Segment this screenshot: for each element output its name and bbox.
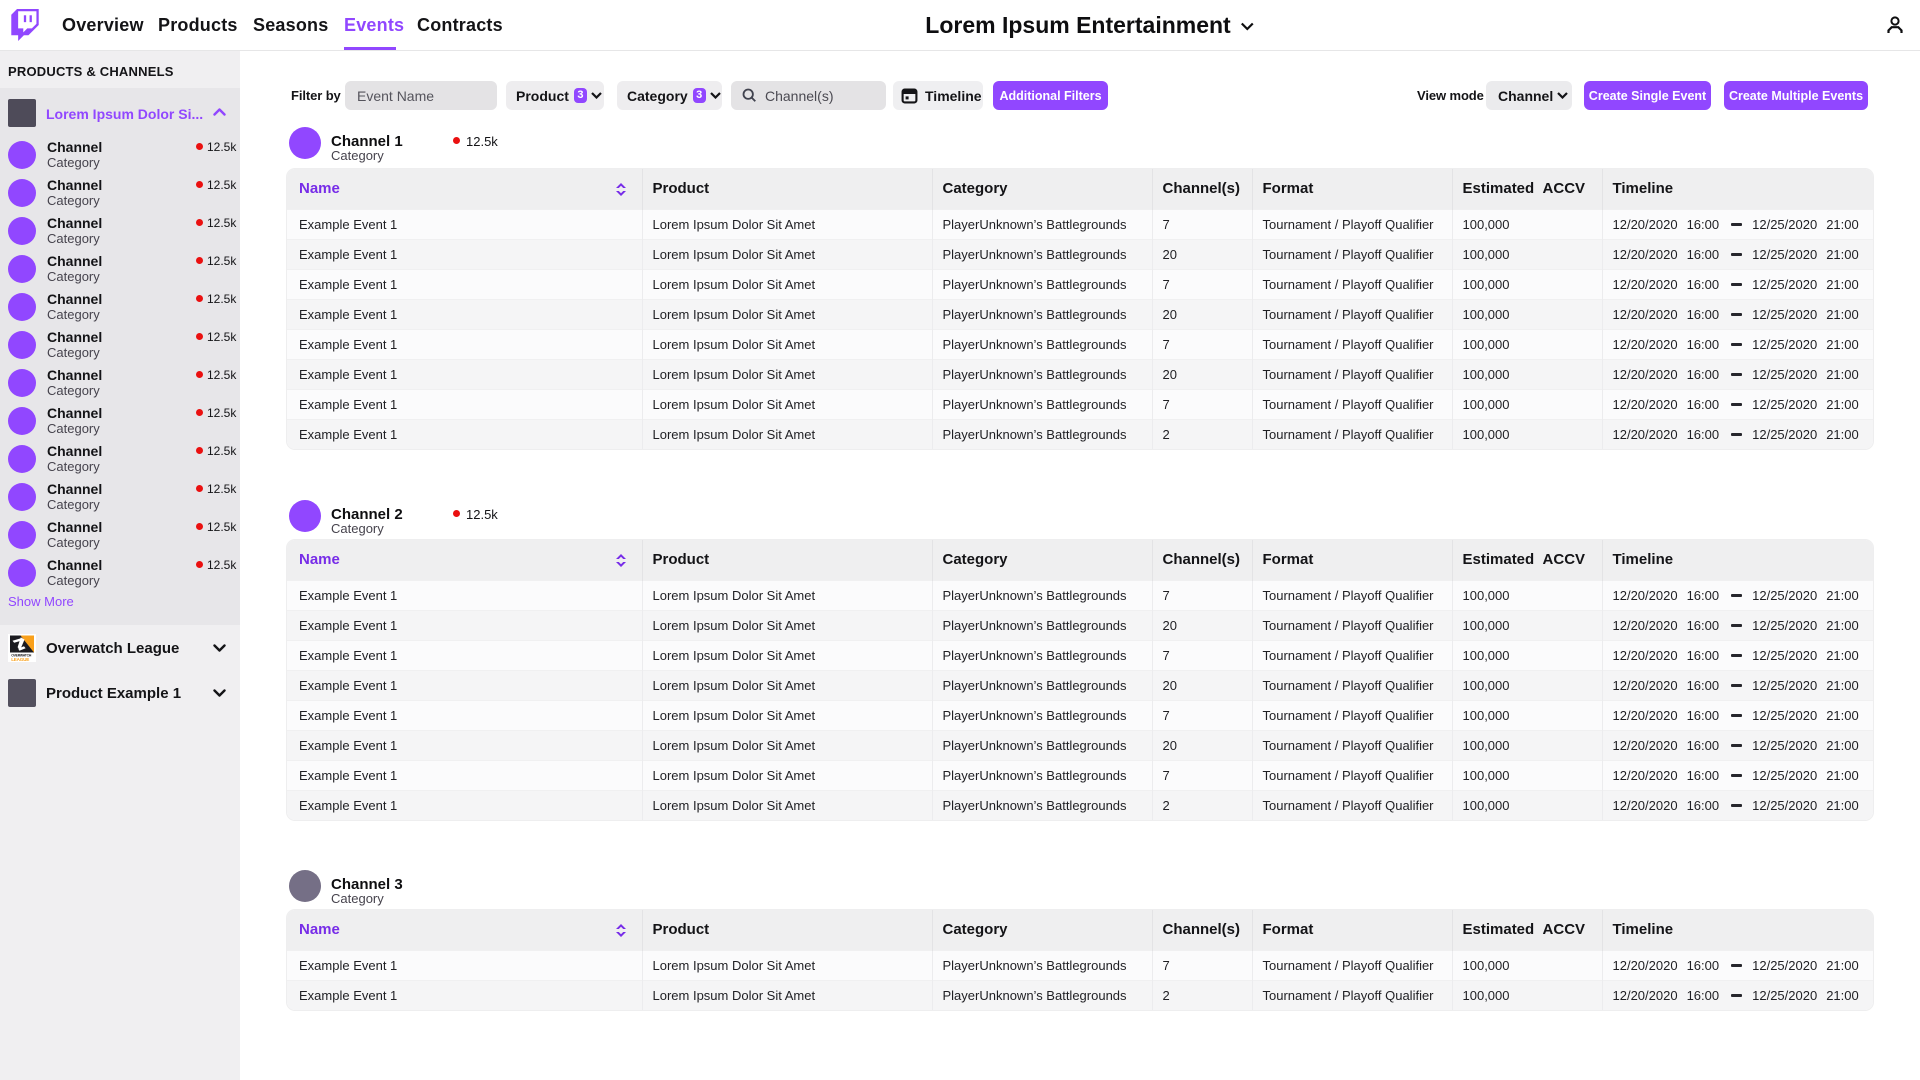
svg-text:OVERWATCH: OVERWATCH	[11, 654, 32, 658]
svg-text:LEAGUE: LEAGUE	[11, 657, 29, 662]
